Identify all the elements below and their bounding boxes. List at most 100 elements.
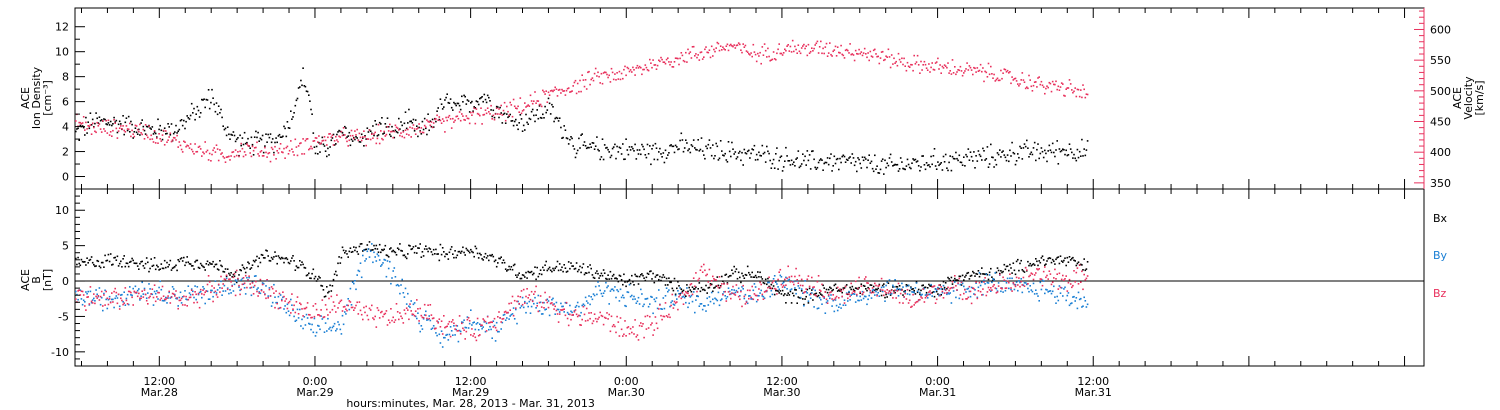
velocity-series-point [376,137,379,140]
bx-series-point [504,268,507,270]
bx-series-point [257,265,259,268]
bz-series-point [779,268,782,271]
velocity-series-point [1058,89,1061,91]
velocity-series-point [640,66,642,69]
by-series-point [1047,291,1049,293]
bz-series-point [963,292,965,295]
bz-series-point [709,284,712,286]
bx-series-point [569,267,571,270]
by-series-point [921,293,923,296]
bx-series-point [1038,260,1040,262]
by-series-point [694,311,696,314]
bz-series-point [464,338,466,340]
bx-series-point [116,255,119,258]
bx-series-point [120,260,122,263]
bz-series-point [212,300,214,303]
bx-series-point [1074,260,1076,262]
bz-series-point [835,295,838,298]
by-series-point [861,290,864,293]
velocity-series-point [816,40,819,43]
velocity-series-point [636,64,639,67]
density-series-point [403,122,406,125]
velocity-series-point [281,151,283,153]
bz-series-point [281,299,283,302]
density-series-point [217,105,220,107]
bx-series-point [205,263,208,265]
bz-series-point [719,285,722,288]
density-series-point [628,146,631,148]
density-series-point [705,145,707,148]
bz-series-point [973,287,975,290]
by-series-point [602,292,605,294]
density-series-point [806,150,809,152]
density-series-point [398,117,400,120]
velocity-series-point [526,105,528,107]
bz-series-point [689,283,692,286]
bz-series-point [889,291,892,294]
bz-series-point [311,316,313,319]
density-series-point [563,125,565,127]
bz-series-point [670,304,672,307]
velocity-series-point [259,151,262,153]
bx-series-point [790,302,793,304]
bz-series-point [234,294,237,297]
bz-series-point [700,265,703,268]
density-series-point [186,115,188,117]
velocity-series-point [576,82,579,85]
density-series-point [279,136,282,138]
density-series-point [598,150,600,152]
velocity-series-point [190,148,193,151]
bx-series-point [679,293,681,295]
bz-series-point [902,302,904,304]
by-series-point [737,287,740,290]
velocity-series-point [672,66,675,68]
density-series-point [807,159,810,162]
by-series-point [593,294,596,297]
density-series-point [1056,140,1058,142]
density-series-point [898,168,901,170]
bz-series-point [737,295,740,298]
bz-series-point [874,282,876,285]
density-series-point [138,128,140,131]
bz-series-point [570,318,572,321]
bz-series-point [906,289,909,291]
by-series-point [626,291,629,293]
density-series-point [526,121,528,124]
bz-series-point [364,311,366,314]
velocity-series-point [521,110,524,112]
by-series-point [1067,292,1070,294]
density-series-point [983,150,985,152]
bz-series-point [535,285,537,288]
bx-series-point [567,261,570,263]
bx-series-point [486,255,489,257]
bz-series-point [827,294,830,296]
velocity-series-point [903,57,905,60]
by-series-point [878,295,881,297]
by-series-point [138,288,140,290]
by-series-point [161,299,164,302]
bz-series-point [470,334,472,336]
bz-series-point [1004,287,1007,289]
velocity-series-point [826,55,829,57]
bz-series-point [216,296,219,298]
by-series-point [492,320,495,322]
by-series-point [233,283,236,286]
bx-series-point [871,291,874,293]
velocity-series-point [929,71,931,73]
x-tick-label-time: 0:00 [303,375,328,388]
bz-series-point [157,291,159,294]
bx-series-point [198,267,201,269]
by-series-point [398,285,400,287]
velocity-series-point [81,122,84,124]
bz-series-point [494,326,497,329]
x-tick-label-time: 12:00 [455,375,487,388]
bx-series-point [140,261,142,263]
density-series-point [889,153,892,156]
by-series-point [172,288,175,290]
density-series-point [583,141,586,143]
density-series-point [215,102,218,104]
velocity-series-point [872,49,875,52]
bx-series-point [108,260,111,263]
by-series-point [715,298,717,301]
velocity-series-point [746,51,749,53]
